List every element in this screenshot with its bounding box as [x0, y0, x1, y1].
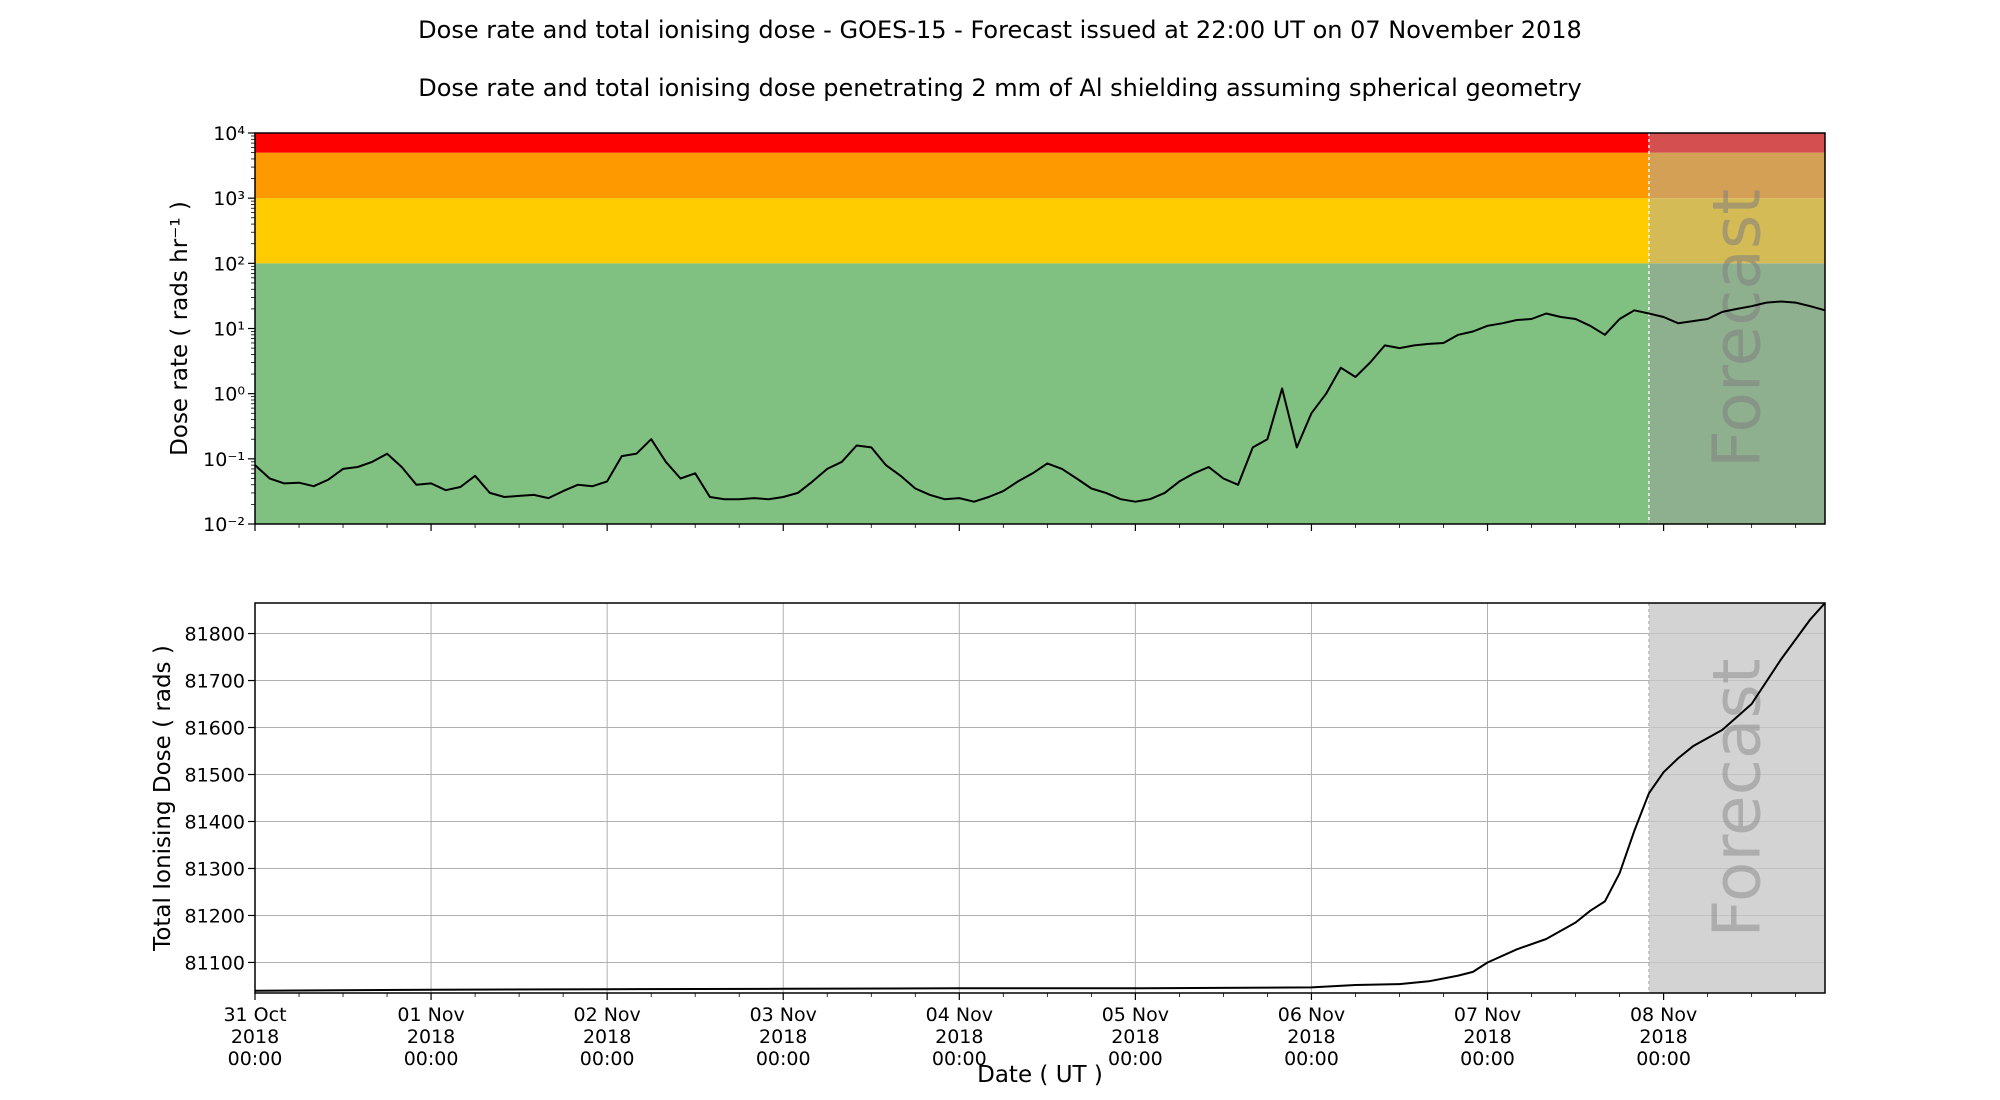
y-tick-label: 10² [213, 253, 245, 275]
y-tick-label: 81100 [185, 952, 245, 974]
y-tick-label: 10⁴ [213, 123, 245, 145]
x-tick-label: 2018 [583, 1026, 631, 1048]
x-tick-label: 2018 [759, 1026, 807, 1048]
y-tick-label: 81300 [185, 858, 245, 880]
dose-rate-panel: Forecast 10⁻² 10⁻¹ 10⁰ 10¹ 10² 10³ 10⁴ Dose rate… [167, 123, 1826, 536]
y-tick-label: 81400 [185, 811, 245, 833]
forecast-band [1648, 198, 1825, 264]
x-tick-label: 04 Nov [926, 1004, 993, 1026]
x-tick-label: 00:00 [404, 1048, 459, 1070]
total-dose-y-label: Total Ionising Dose ( rads ) [150, 645, 176, 952]
total-dose-panel: Forecast 81100 81200 81300 81400 81500 81600 81… [150, 602, 1826, 1088]
x-tick-label: 02 Nov [573, 1004, 640, 1026]
x-tick-label: 05 Nov [1102, 1004, 1169, 1026]
y-tick-label: 10³ [213, 188, 245, 210]
x-tick-label: 00:00 [1460, 1048, 1515, 1070]
dose-rate-line [254, 300, 1826, 503]
y-tick-label: 10⁻² [203, 514, 245, 536]
y-tick-label: 81200 [185, 905, 245, 927]
x-axis-label: Date ( UT ) [977, 1062, 1103, 1088]
forecast-band [1648, 263, 1825, 524]
figure-title: Dose rate and total ionising dose - GOES… [418, 16, 1582, 44]
threshold-band [255, 198, 1649, 264]
x-tick-label: 2018 [231, 1026, 279, 1048]
x-tick-label: 00:00 [580, 1048, 635, 1070]
y-tick-label: 10¹ [213, 319, 245, 341]
x-tick-label: 2018 [407, 1026, 455, 1048]
forecast-label: Forecast [1698, 189, 1775, 468]
y-tick-label: 81800 [185, 624, 245, 646]
y-tick-label: 81500 [185, 765, 245, 787]
x-tick-label: 00:00 [1284, 1048, 1339, 1070]
threshold-band [255, 152, 1649, 199]
x-tick-label: 2018 [1463, 1026, 1511, 1048]
y-tick-label: 10⁰ [213, 384, 245, 406]
threshold-band [255, 263, 1649, 524]
x-tick-label: 01 Nov [397, 1004, 464, 1026]
total-dose-axes-frame [254, 602, 1826, 994]
threshold-band [255, 133, 1649, 153]
x-tick-label: 00:00 [1108, 1048, 1163, 1070]
forecast-shade [1648, 603, 1825, 993]
y-tick-label: 10⁻¹ [203, 449, 245, 471]
x-tick-label: 00:00 [756, 1048, 811, 1070]
x-tick-label: 06 Nov [1278, 1004, 1345, 1026]
x-tick-label: 00:00 [932, 1048, 987, 1070]
x-tick-label: 2018 [935, 1026, 983, 1048]
y-tick-label: 81600 [185, 718, 245, 740]
x-tick-label: 2018 [1111, 1026, 1159, 1048]
forecast-band [1648, 152, 1825, 199]
x-tick-label: 08 Nov [1630, 1004, 1697, 1026]
forecast-label: Forecast [1698, 658, 1775, 937]
x-tick-label: 00:00 [1636, 1048, 1691, 1070]
x-tick-label: 00:00 [228, 1048, 283, 1070]
forecast-band [1648, 133, 1825, 153]
y-tick-label: 81700 [185, 671, 245, 693]
x-tick-label: 2018 [1639, 1026, 1687, 1048]
x-tick-label: 31 Oct [223, 1004, 286, 1026]
dose-rate-y-label: Dose rate ( rads hr⁻¹ ) [167, 201, 193, 456]
x-tick-label: 07 Nov [1454, 1004, 1521, 1026]
x-tick-label: 2018 [1287, 1026, 1335, 1048]
x-tick-label: 03 Nov [750, 1004, 817, 1026]
figure-subtitle: Dose rate and total ionising dose penetr… [418, 74, 1582, 102]
total-dose-line [254, 602, 1826, 992]
dose-rate-axes-frame [254, 132, 1826, 525]
